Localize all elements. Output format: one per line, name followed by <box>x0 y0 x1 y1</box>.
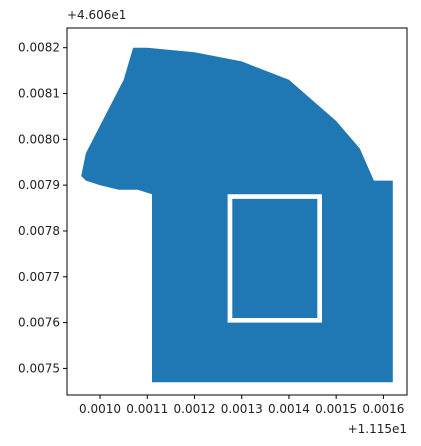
y-tick-label: 0.0079 <box>18 178 60 192</box>
y-tick-label: 0.0080 <box>18 132 60 146</box>
y-tick-label: 0.0075 <box>18 361 60 375</box>
y-tick-label: 0.0082 <box>18 41 60 55</box>
data-region <box>81 47 393 383</box>
inner-block <box>232 198 318 318</box>
y-tick-label: 0.0081 <box>18 87 60 101</box>
x-tick-label: 0.0011 <box>126 402 168 416</box>
x-axis: 0.0010 0.0011 0.0012 0.0013 0.0014 0.0015 0.00… <box>79 395 404 416</box>
y-tick-label: 0.0077 <box>18 270 60 284</box>
x-tick-label: 0.0015 <box>315 402 357 416</box>
x-tick-label: 0.0013 <box>221 402 263 416</box>
y-offset-label: +4.606e1 <box>67 8 126 22</box>
x-offset-label: +1.115e1 <box>348 422 407 436</box>
x-tick-label: 0.0010 <box>79 402 121 416</box>
plot-frame <box>66 27 408 396</box>
y-tick-label: 0.0078 <box>18 224 60 238</box>
x-tick-label: 0.0012 <box>174 402 216 416</box>
y-axis: 0.0075 0.0076 0.0077 0.0078 0.0079 0.0080 0.00… <box>18 41 67 375</box>
data-layer <box>81 47 393 383</box>
x-tick-label: 0.0016 <box>362 402 404 416</box>
x-tick-label: 0.0014 <box>268 402 310 416</box>
y-tick-label: 0.0076 <box>18 316 60 330</box>
